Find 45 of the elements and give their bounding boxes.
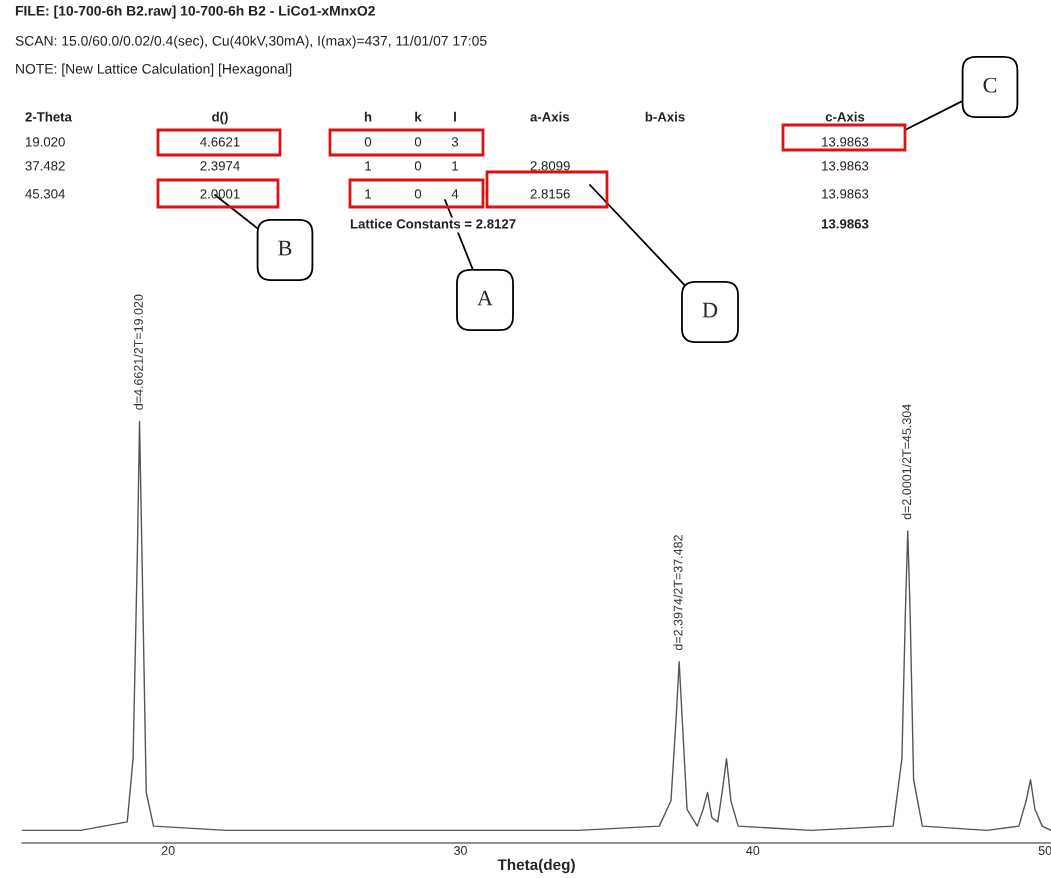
text: 13.9863 xyxy=(821,219,869,229)
text: 19.020 xyxy=(26,137,65,147)
text: NOTE: [New Lattice Calculation] [Hexagonal] xyxy=(16,63,292,77)
text: SCAN: 15.0/60.0/0.02/0.4(sec), Cu(40kV,30mA), I(max)=437, 11/01/07 17:05 xyxy=(15,35,487,49)
text: 13.9863 xyxy=(822,137,869,147)
text: 2.8099 xyxy=(530,161,570,171)
x-tick-label: 30 xyxy=(454,846,467,855)
text: 0 xyxy=(414,161,422,171)
text: FILE: [10-700-6h B2.raw] 10-700-6h B2 - LiCo1-xMnxO2 xyxy=(15,5,375,19)
annotation: d=2.3974/2T=37.482 xyxy=(673,535,683,651)
text: 1 xyxy=(365,189,372,199)
text: 4 xyxy=(451,189,459,199)
text: 45.304 xyxy=(25,189,65,199)
text: a-Axis xyxy=(530,111,570,122)
text: b-Axis xyxy=(645,111,685,122)
text: 1 xyxy=(365,161,372,171)
text: 2.8156 xyxy=(530,189,570,199)
text: k xyxy=(415,111,422,122)
text: 2-Theta xyxy=(25,111,73,122)
x-axis-title: Theta(deg) xyxy=(497,858,575,874)
x-tick-label: 40 xyxy=(746,846,760,855)
text: 0 xyxy=(364,137,372,147)
text: l xyxy=(454,111,456,122)
text: Lattice Constants = 2.8127 xyxy=(350,218,516,229)
text: C xyxy=(983,77,997,93)
text: B xyxy=(278,240,292,256)
text: 4.6621 xyxy=(200,137,240,147)
x-tick-label: 20 xyxy=(161,846,175,855)
text: 13.9863 xyxy=(822,189,869,199)
annotation: d=4.6621/2T=19.020 xyxy=(133,294,143,410)
x-tick-label: 50 xyxy=(1038,846,1051,855)
text: 2.0001 xyxy=(200,189,240,199)
text: 37.482 xyxy=(25,161,65,171)
text: 13.9863 xyxy=(822,161,869,171)
text: 2.3974 xyxy=(200,161,240,171)
text: 0 xyxy=(414,137,422,147)
text: 0 xyxy=(414,189,422,199)
text: D xyxy=(702,302,718,318)
text: d() xyxy=(212,111,228,125)
annotation: d=2.0001/2T=45.304 xyxy=(901,404,912,520)
text: A xyxy=(477,290,493,306)
text: c-Axis xyxy=(825,111,865,122)
text: 1 xyxy=(452,161,459,171)
text: 3 xyxy=(451,137,459,147)
text: h xyxy=(364,111,372,122)
